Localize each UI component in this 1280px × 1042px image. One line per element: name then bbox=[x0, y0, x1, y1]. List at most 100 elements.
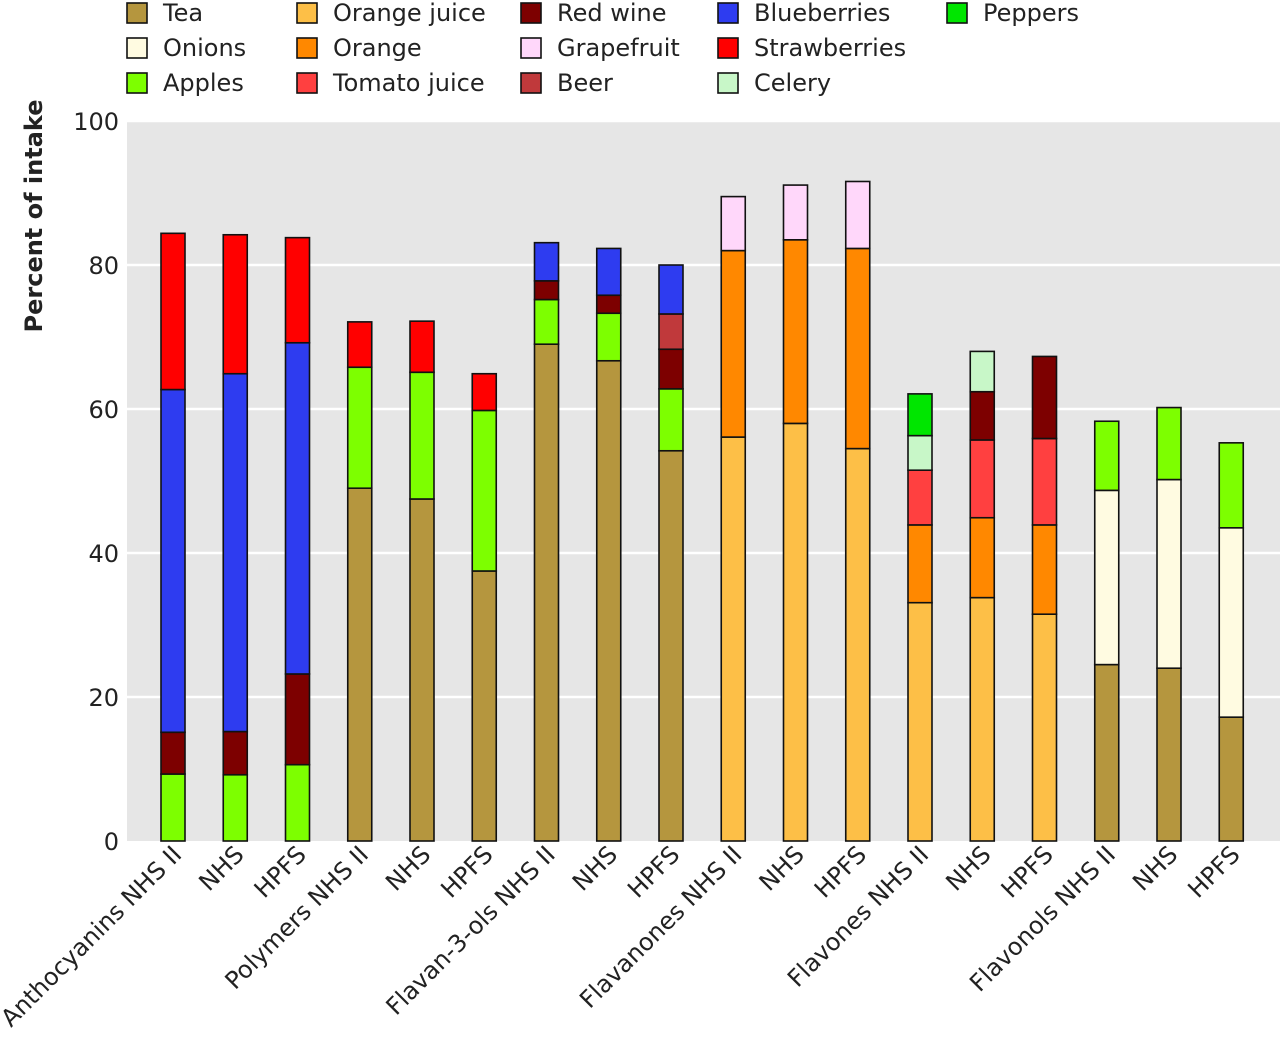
legend-item: Orange juice bbox=[296, 0, 486, 27]
bar-segment bbox=[907, 601, 933, 842]
bar-segment bbox=[1218, 716, 1245, 842]
bar-segment bbox=[1031, 355, 1058, 440]
legend-swatch bbox=[296, 37, 318, 59]
bar-stack bbox=[471, 372, 498, 842]
bar-stack bbox=[1031, 355, 1058, 842]
bar-segment bbox=[907, 524, 933, 604]
x-tick-label: NHS bbox=[940, 840, 996, 896]
bar-segment bbox=[595, 312, 622, 362]
bar-stack bbox=[782, 184, 809, 842]
y-tick-label: 80 bbox=[88, 252, 119, 280]
bar-segment bbox=[720, 436, 747, 842]
legend-label: Peppers bbox=[983, 0, 1079, 27]
y-tick-label: 20 bbox=[88, 684, 119, 712]
y-tick-label: 40 bbox=[88, 540, 119, 568]
legend-label: Celery bbox=[754, 69, 831, 97]
legend-label: Tomato juice bbox=[332, 69, 485, 97]
bar-segment bbox=[658, 264, 684, 315]
legend-item: Orange bbox=[296, 34, 422, 62]
bar-segment bbox=[346, 321, 373, 369]
bar-segment bbox=[160, 232, 186, 391]
bar-segment bbox=[1156, 667, 1182, 842]
y-tick-label: 100 bbox=[73, 108, 119, 136]
legend-swatch bbox=[296, 72, 318, 94]
bar-segment bbox=[1218, 442, 1245, 529]
legend-label: Orange bbox=[333, 34, 422, 62]
bar-segment bbox=[284, 341, 311, 675]
x-tick-label: NHS bbox=[193, 840, 249, 896]
bar-stack bbox=[222, 233, 249, 842]
legend-item: Beer bbox=[520, 69, 613, 97]
legend-swatch bbox=[126, 37, 148, 59]
legend-label: Grapefruit bbox=[557, 34, 680, 62]
bar-segment bbox=[1218, 526, 1245, 718]
legend-swatch bbox=[520, 72, 542, 94]
bars bbox=[160, 180, 1245, 842]
bar-segment bbox=[782, 422, 809, 842]
legend-item: Blueberries bbox=[717, 0, 890, 27]
legend-label: Apples bbox=[163, 69, 244, 97]
legend-label: Orange juice bbox=[333, 0, 486, 27]
bar-segment bbox=[658, 449, 684, 842]
y-axis: 0 20 40 60 80 100 bbox=[73, 108, 119, 856]
legend-item: Tomato juice bbox=[296, 69, 485, 97]
legend-swatch bbox=[296, 2, 318, 24]
bar-segment bbox=[658, 388, 684, 452]
bar-segment bbox=[658, 348, 684, 390]
bar-segment bbox=[1031, 524, 1058, 615]
bar-stack bbox=[346, 321, 373, 842]
x-tick-label: NHS bbox=[380, 840, 436, 896]
bar-segment bbox=[720, 195, 747, 252]
y-axis-label: Percent of intake bbox=[20, 100, 48, 333]
x-tick-label: NHS bbox=[1127, 840, 1183, 896]
bar-segment bbox=[284, 763, 311, 842]
bar-segment bbox=[1031, 613, 1058, 842]
bar-stack bbox=[1218, 442, 1245, 842]
bar-segment bbox=[969, 390, 996, 441]
legend-item: Onions bbox=[126, 34, 246, 62]
bar-segment bbox=[284, 236, 311, 344]
grid-lines bbox=[127, 119, 1280, 699]
legend-swatch bbox=[717, 72, 739, 94]
bar-stack bbox=[969, 350, 996, 842]
bar-stack bbox=[658, 264, 684, 842]
legend-item: Strawberries bbox=[717, 34, 906, 62]
legend-swatch bbox=[717, 2, 739, 24]
bar-segment bbox=[471, 372, 498, 412]
legend-item: Grapefruit bbox=[520, 34, 680, 62]
legend-label: Tea bbox=[162, 0, 203, 27]
bar-segment bbox=[969, 350, 996, 393]
bar-segment bbox=[1093, 663, 1120, 842]
bar-segment bbox=[284, 673, 311, 766]
bar-stack bbox=[844, 180, 871, 842]
bar-segment bbox=[1156, 406, 1182, 481]
bar-segment bbox=[533, 343, 560, 842]
bar-segment bbox=[844, 247, 871, 450]
bar-segment bbox=[1093, 489, 1120, 666]
bar-segment bbox=[346, 487, 373, 842]
bar-segment bbox=[409, 320, 435, 374]
bar-stack bbox=[1156, 406, 1182, 842]
bar-segment bbox=[969, 596, 996, 842]
bar-segment bbox=[1156, 478, 1182, 669]
legend-item: Peppers bbox=[946, 0, 1079, 27]
bar-segment bbox=[907, 393, 933, 437]
legend-swatch bbox=[126, 2, 148, 24]
legend-swatch bbox=[946, 2, 968, 24]
legend-label: Strawberries bbox=[754, 34, 906, 62]
legend-swatch bbox=[520, 2, 542, 24]
bar-segment bbox=[533, 241, 560, 282]
bar-stack bbox=[907, 393, 933, 842]
x-tick-label: NHS bbox=[567, 840, 623, 896]
x-tick-label: HPFS bbox=[1182, 840, 1245, 903]
bar-stack bbox=[720, 195, 747, 842]
bar-segment bbox=[1093, 420, 1120, 492]
bar-segment bbox=[595, 294, 622, 315]
bar-segment bbox=[222, 730, 249, 776]
bar-segment bbox=[595, 359, 622, 842]
bar-segment bbox=[160, 731, 186, 775]
bar-segment bbox=[409, 371, 435, 500]
